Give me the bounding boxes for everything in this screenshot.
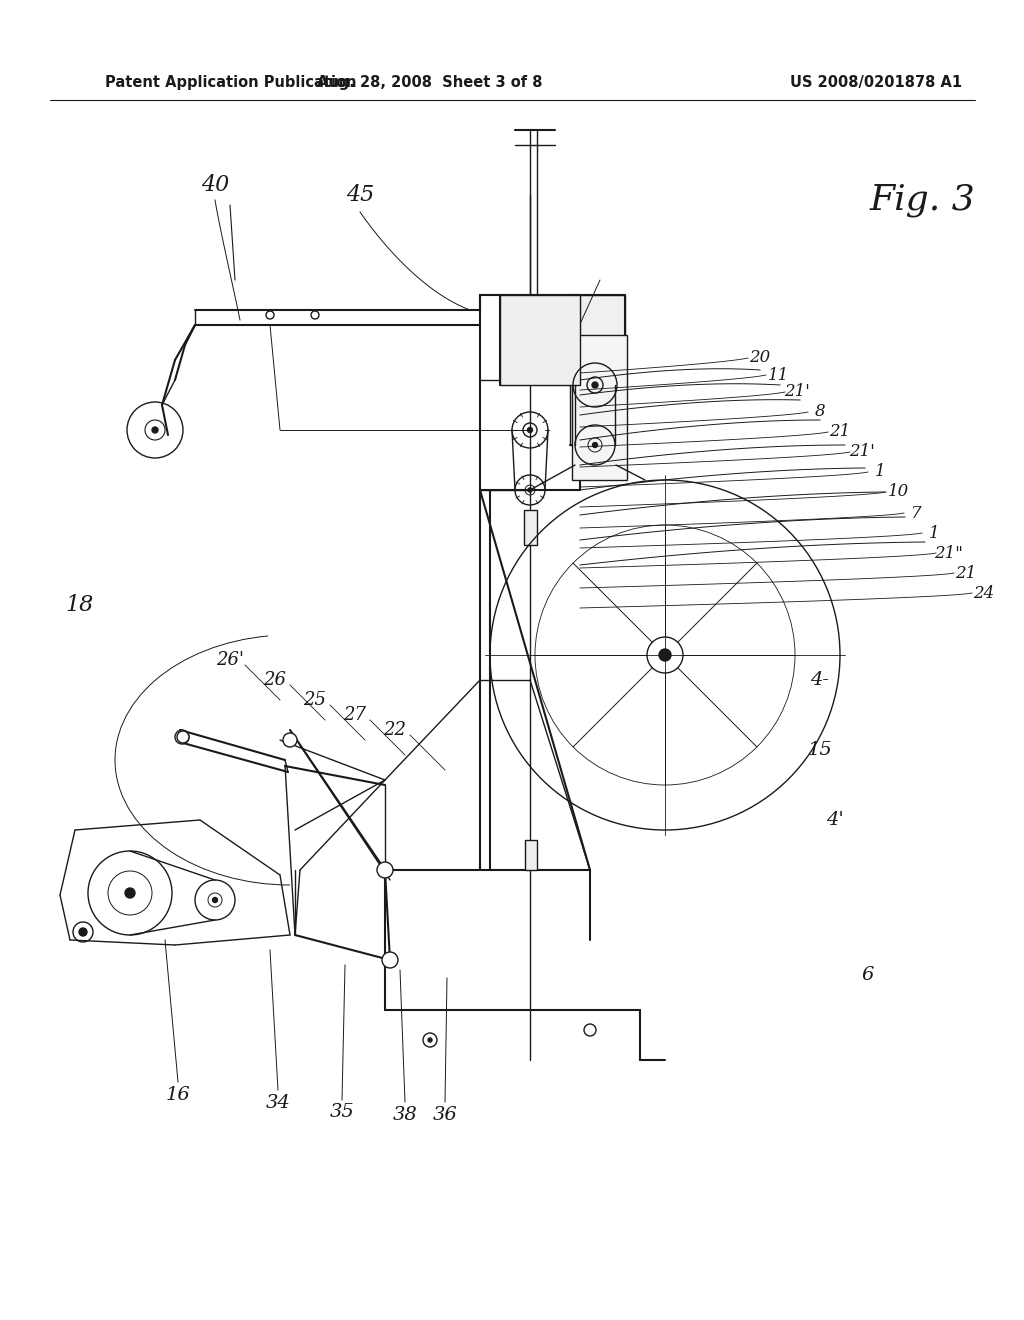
Bar (524, 510, 537, 545)
Circle shape (377, 862, 393, 878)
Text: 21': 21' (784, 384, 810, 400)
Circle shape (592, 381, 598, 388)
Text: 26': 26' (216, 651, 244, 669)
Text: US 2008/0201878 A1: US 2008/0201878 A1 (790, 74, 963, 90)
Circle shape (283, 733, 297, 747)
Text: 1: 1 (929, 524, 939, 541)
Text: 7: 7 (910, 504, 922, 521)
Circle shape (528, 488, 532, 492)
Text: 21: 21 (829, 424, 851, 441)
Circle shape (125, 888, 135, 898)
Text: 18: 18 (66, 594, 94, 616)
Text: 40: 40 (201, 174, 229, 195)
Circle shape (428, 1038, 432, 1041)
Text: 22: 22 (384, 721, 407, 739)
Text: 35: 35 (330, 1104, 354, 1121)
Text: 15: 15 (808, 741, 833, 759)
Text: 25: 25 (303, 690, 327, 709)
Circle shape (177, 731, 189, 743)
Text: 26: 26 (263, 671, 287, 689)
Text: 10: 10 (888, 483, 908, 500)
Text: Patent Application Publication: Patent Application Publication (105, 74, 356, 90)
Text: 21": 21" (934, 544, 963, 561)
Bar (572, 335, 627, 480)
Text: 20: 20 (750, 350, 771, 367)
Bar (500, 294, 580, 385)
Text: 4-: 4- (811, 671, 829, 689)
Circle shape (593, 442, 597, 447)
Circle shape (382, 952, 398, 968)
Text: 11: 11 (767, 367, 788, 384)
Text: 36: 36 (432, 1106, 458, 1125)
Text: 21: 21 (955, 565, 977, 582)
Circle shape (213, 898, 217, 903)
Text: 34: 34 (265, 1094, 291, 1111)
Text: 8: 8 (815, 404, 825, 421)
Text: 24: 24 (974, 585, 994, 602)
Text: Fig. 3: Fig. 3 (870, 183, 976, 216)
Text: 4': 4' (826, 810, 844, 829)
Text: 27: 27 (343, 706, 367, 723)
Circle shape (175, 730, 189, 744)
Circle shape (527, 428, 532, 433)
Text: Aug. 28, 2008  Sheet 3 of 8: Aug. 28, 2008 Sheet 3 of 8 (317, 74, 543, 90)
Circle shape (152, 426, 158, 433)
Circle shape (79, 928, 87, 936)
Circle shape (659, 649, 671, 661)
Bar (510, 305, 570, 335)
Text: 6: 6 (862, 966, 874, 983)
Text: 1: 1 (874, 463, 886, 480)
Text: 16: 16 (166, 1086, 190, 1104)
Text: 45: 45 (346, 183, 374, 206)
Text: 38: 38 (392, 1106, 418, 1125)
Text: 21': 21' (849, 444, 874, 461)
Bar (570, 294, 625, 445)
Bar (525, 840, 537, 870)
